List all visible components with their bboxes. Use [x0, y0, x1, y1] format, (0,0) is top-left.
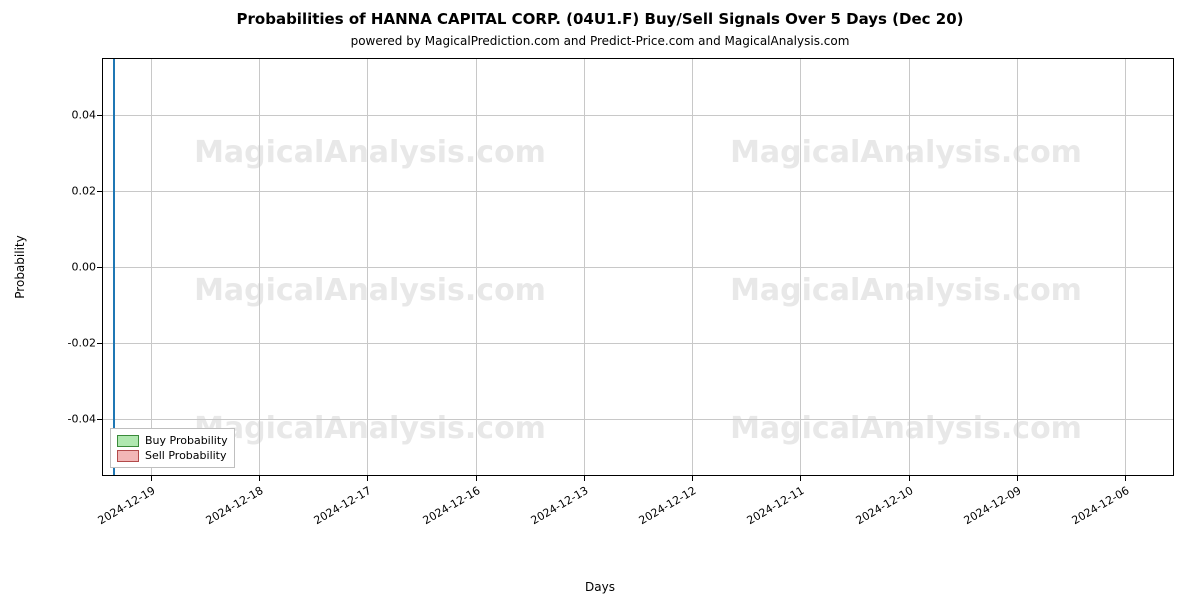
x-tick-mark	[1017, 476, 1018, 481]
legend-swatch-icon	[117, 435, 139, 447]
legend-item: Buy Probability	[117, 433, 228, 448]
x-tick-label: 2024-12-06	[1070, 484, 1132, 527]
x-gridline	[476, 58, 477, 476]
y-tick-mark	[97, 267, 102, 268]
y-tick-mark	[97, 115, 102, 116]
watermark-row: MagicalAnalysis.com MagicalAnalysis.com	[102, 411, 1174, 446]
chart-legend: Buy Probability Sell Probability	[110, 428, 235, 468]
legend-swatch-icon	[117, 450, 139, 462]
x-gridline	[1017, 58, 1018, 476]
chart-subtitle: powered by MagicalPrediction.com and Pre…	[0, 34, 1200, 48]
x-tick-label: 2024-12-12	[637, 484, 699, 527]
x-tick-mark	[151, 476, 152, 481]
x-gridline	[909, 58, 910, 476]
x-gridline	[259, 58, 260, 476]
y-gridline	[102, 191, 1174, 192]
data-series-marker	[113, 58, 115, 476]
x-gridline	[584, 58, 585, 476]
x-gridline	[800, 58, 801, 476]
y-gridline	[102, 115, 1174, 116]
x-tick-mark	[259, 476, 260, 481]
x-tick-label: 2024-12-19	[95, 484, 157, 527]
y-tick-mark	[97, 419, 102, 420]
y-tick-mark	[97, 191, 102, 192]
x-tick-mark	[909, 476, 910, 481]
legend-item-label: Buy Probability	[145, 434, 228, 447]
y-gridline	[102, 343, 1174, 344]
chart-title: Probabilities of HANNA CAPITAL CORP. (04…	[0, 10, 1200, 28]
x-tick-mark	[800, 476, 801, 481]
x-tick-mark	[692, 476, 693, 481]
x-tick-mark	[584, 476, 585, 481]
x-gridline	[692, 58, 693, 476]
x-tick-label: 2024-12-10	[853, 484, 915, 527]
y-gridline	[102, 419, 1174, 420]
x-tick-label: 2024-12-11	[745, 484, 807, 527]
x-tick-mark	[1125, 476, 1126, 481]
x-tick-mark	[476, 476, 477, 481]
x-axis-label: Days	[0, 580, 1200, 594]
y-tick-label: 0.02	[72, 185, 97, 198]
watermark-text: MagicalAnalysis.com	[194, 273, 546, 308]
legend-item-label: Sell Probability	[145, 449, 227, 462]
chart-container: Probabilities of HANNA CAPITAL CORP. (04…	[0, 0, 1200, 600]
x-tick-mark	[367, 476, 368, 481]
y-tick-label: 0.00	[72, 261, 97, 274]
y-gridline	[102, 267, 1174, 268]
watermark-row: MagicalAnalysis.com MagicalAnalysis.com	[102, 273, 1174, 308]
watermark-row: MagicalAnalysis.com MagicalAnalysis.com	[102, 135, 1174, 170]
watermark-text: MagicalAnalysis.com	[730, 411, 1082, 446]
x-gridline	[1125, 58, 1126, 476]
x-gridline	[367, 58, 368, 476]
watermark-text: MagicalAnalysis.com	[194, 135, 546, 170]
y-axis-label: Probability	[13, 235, 27, 298]
watermark-text: MagicalAnalysis.com	[194, 411, 546, 446]
x-tick-label: 2024-12-16	[420, 484, 482, 527]
watermark-text: MagicalAnalysis.com	[730, 135, 1082, 170]
x-tick-label: 2024-12-17	[312, 484, 374, 527]
x-tick-label: 2024-12-09	[962, 484, 1024, 527]
y-tick-label: -0.02	[68, 337, 96, 350]
legend-item: Sell Probability	[117, 448, 228, 463]
watermark-text: MagicalAnalysis.com	[730, 273, 1082, 308]
y-tick-label: -0.04	[68, 413, 96, 426]
y-tick-label: 0.04	[72, 109, 97, 122]
x-tick-label: 2024-12-13	[528, 484, 590, 527]
y-tick-mark	[97, 343, 102, 344]
x-gridline	[151, 58, 152, 476]
x-tick-label: 2024-12-18	[204, 484, 266, 527]
plot-area: MagicalAnalysis.com MagicalAnalysis.com …	[102, 58, 1174, 476]
